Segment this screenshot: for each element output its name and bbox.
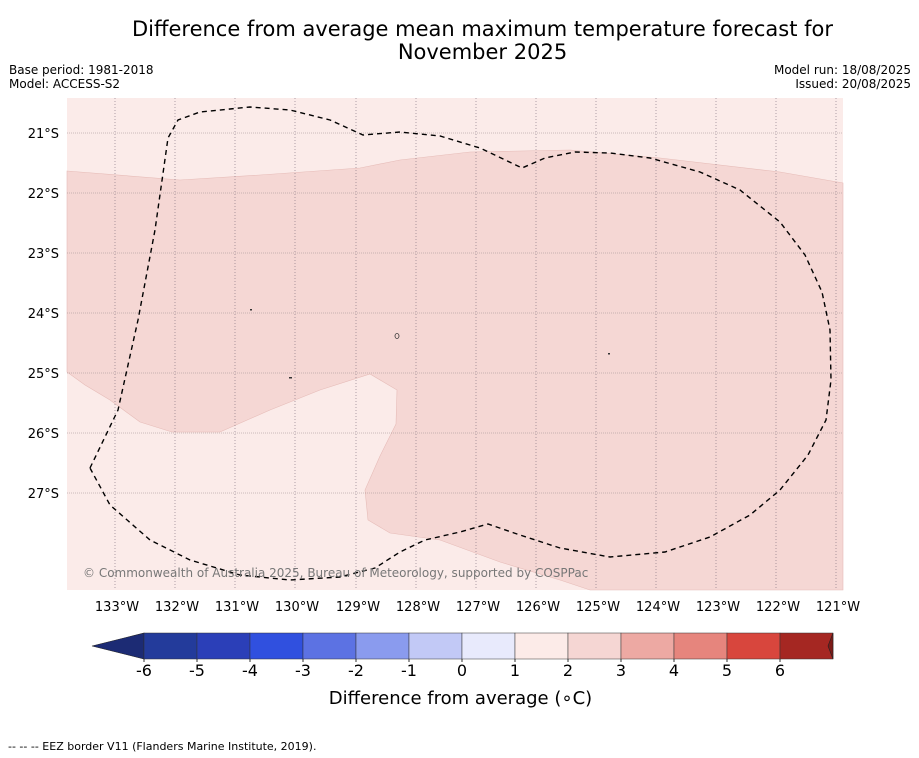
colorbar-tick-label: -3: [295, 661, 311, 680]
colorbar-high-extension: [827, 632, 834, 660]
colorbar-segment: [196, 632, 251, 660]
island-marker: [394, 333, 400, 339]
colorbar-title: Difference from average (∘C): [328, 688, 593, 709]
colorbar: [91, 632, 834, 660]
graticule: [67, 98, 843, 590]
colorbar-tick-label: 2: [563, 661, 573, 680]
island-marker: [250, 309, 252, 311]
latitude-label: 24°S: [28, 307, 59, 322]
latitude-label: 21°S: [28, 127, 59, 142]
map-panel: © Commonwealth of Australia 2025, Bureau…: [66, 98, 844, 591]
colorbar-tick-label: 0: [457, 661, 467, 680]
colorbar-segment: [779, 632, 834, 660]
colorbar-segment: [620, 632, 675, 660]
issued-date: Issued: 20/08/2025: [795, 77, 911, 91]
longitude-label: 129°W: [336, 600, 380, 615]
colorbar-segment: [408, 632, 463, 660]
latitude-label: 25°S: [28, 367, 59, 382]
colorbar-segment: [302, 632, 357, 660]
colorbar-segment: [673, 632, 728, 660]
longitude-label: 125°W: [576, 600, 620, 615]
longitude-label: 130°W: [275, 600, 319, 615]
latitude-label: 22°S: [28, 187, 59, 202]
longitude-label: 128°W: [396, 600, 440, 615]
colorbar-segment: [249, 632, 304, 660]
colorbar-segment: [461, 632, 516, 660]
colorbar-segment: [726, 632, 781, 660]
title-line-2: November 2025: [397, 40, 568, 64]
title-line-1: Difference from average mean maximum tem…: [132, 17, 833, 41]
anomaly-region-one-to-two: [66, 149, 844, 591]
eez-border: [89, 106, 832, 581]
base-period: Base period: 1981-2018: [9, 63, 154, 77]
colorbar-tick-label: 6: [775, 661, 785, 680]
model-name: Model: ACCESS-S2: [9, 77, 121, 91]
colorbar-tick-label: 4: [669, 661, 679, 680]
eez-legend-footer: -- -- -- EEZ border V11 (Flanders Marine…: [8, 740, 317, 753]
longitude-label: 127°W: [456, 600, 500, 615]
latitude-labels: 21°S 22°S 23°S 24°S 25°S 26°S 27°S: [28, 127, 59, 502]
longitude-label: 126°W: [516, 600, 560, 615]
colorbar-tick-label: -1: [401, 661, 417, 680]
colorbar-tick-label: -5: [189, 661, 205, 680]
colorbar-tick-label: 3: [616, 661, 626, 680]
meta-left: Base period: 1981-2018 Model: ACCESS-S2: [9, 63, 154, 91]
colorbar-tick-label: -6: [136, 661, 152, 680]
island-marker: [608, 353, 610, 355]
colorbar-tick-label: 1: [510, 661, 520, 680]
colorbar-segment: [567, 632, 622, 660]
colorbar-low-extension: [91, 632, 145, 660]
map-title: Difference from average mean maximum tem…: [0, 18, 919, 64]
colorbar-tick-label: -4: [242, 661, 258, 680]
latitude-label: 27°S: [28, 487, 59, 502]
latitude-label: 23°S: [28, 247, 59, 262]
copyright-notice: © Commonwealth of Australia 2025, Bureau…: [83, 566, 588, 580]
island-marker: [289, 377, 292, 379]
longitude-label: 131°W: [215, 600, 259, 615]
longitude-label: 123°W: [696, 600, 740, 615]
longitude-label: 133°W: [95, 600, 139, 615]
latitude-label: 26°S: [28, 427, 59, 442]
colorbar-tick-label: 5: [722, 661, 732, 680]
colorbar-segment: [514, 632, 569, 660]
longitude-label: 121°W: [816, 600, 860, 615]
colorbar-segment: [355, 632, 410, 660]
colorbar-tick-labels: -6 -5 -4 -3 -2 -1 0 1 2 3 4 5 6: [136, 659, 785, 680]
model-run: Model run: 18/08/2025: [773, 63, 911, 77]
longitude-label: 132°W: [155, 600, 199, 615]
colorbar-segment: [143, 632, 198, 660]
meta-right: Model run: 18/08/2025 Issued: 20/08/2025: [774, 63, 911, 91]
longitude-label: 122°W: [756, 600, 800, 615]
colorbar-tick-label: -2: [348, 661, 364, 680]
longitude-labels: 133°W 132°W 131°W 130°W 129°W 128°W 127°W 126°W…: [95, 600, 860, 615]
longitude-label: 124°W: [636, 600, 680, 615]
